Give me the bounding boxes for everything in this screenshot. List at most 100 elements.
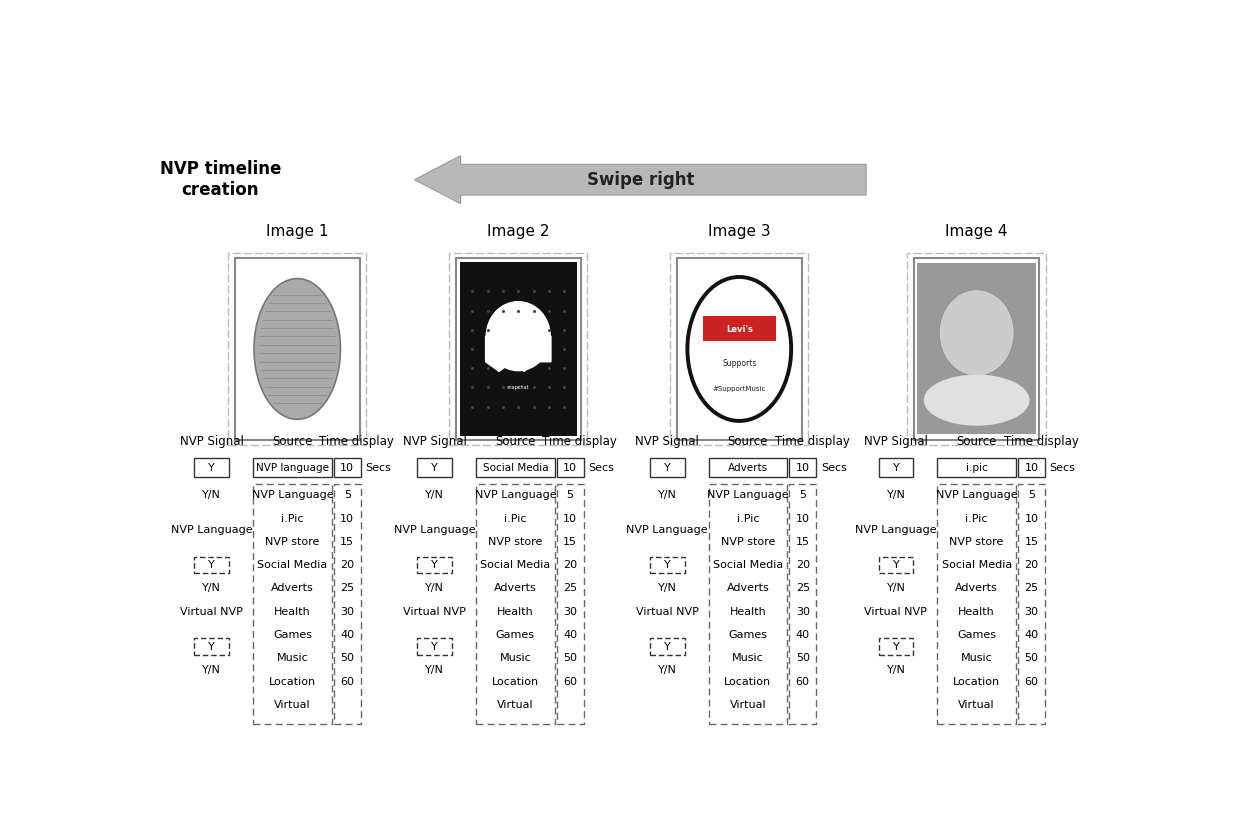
- Text: 60: 60: [563, 676, 577, 686]
- Bar: [789, 484, 816, 724]
- Text: 60: 60: [1024, 676, 1038, 686]
- Text: Games: Games: [957, 630, 996, 640]
- Text: 15: 15: [796, 537, 810, 547]
- Text: 30: 30: [563, 607, 577, 617]
- Text: Music: Music: [500, 653, 531, 663]
- Text: 10: 10: [796, 463, 810, 473]
- Text: Adverts: Adverts: [272, 583, 314, 593]
- Bar: [418, 557, 451, 573]
- Text: Secs: Secs: [1050, 463, 1075, 473]
- Text: Y/N: Y/N: [887, 583, 905, 593]
- Bar: [650, 458, 684, 477]
- Text: 50: 50: [340, 653, 355, 663]
- Text: Supports: Supports: [722, 358, 756, 367]
- Text: Image 3: Image 3: [708, 224, 770, 238]
- Text: 30: 30: [796, 607, 810, 617]
- Text: i.Pic: i.Pic: [737, 514, 759, 524]
- Text: NVP Language: NVP Language: [475, 490, 557, 500]
- Bar: [670, 253, 808, 445]
- FancyArrow shape: [414, 155, 866, 204]
- Bar: [456, 258, 580, 440]
- Text: 25: 25: [563, 583, 577, 593]
- Text: Adverts: Adverts: [728, 463, 768, 473]
- Text: Y/N: Y/N: [202, 665, 221, 675]
- Text: 10: 10: [1024, 463, 1038, 473]
- Text: 15: 15: [1024, 537, 1038, 547]
- Text: Y/N: Y/N: [425, 665, 444, 675]
- Text: snapchat: snapchat: [507, 385, 529, 390]
- Text: 40: 40: [563, 630, 577, 640]
- Text: NVP store: NVP store: [950, 537, 1004, 547]
- Text: Source: Source: [728, 435, 768, 449]
- Text: Location: Location: [954, 676, 1001, 686]
- Text: 10: 10: [340, 514, 355, 524]
- Text: 60: 60: [340, 676, 355, 686]
- Text: Y: Y: [663, 560, 671, 570]
- Text: Source: Source: [956, 435, 997, 449]
- Ellipse shape: [486, 301, 551, 371]
- Text: Y: Y: [432, 463, 438, 473]
- Bar: [703, 316, 776, 342]
- Bar: [476, 484, 554, 724]
- Text: 15: 15: [340, 537, 355, 547]
- Text: NVP Language: NVP Language: [626, 525, 708, 535]
- Text: Levi's: Levi's: [725, 325, 753, 333]
- Text: Location: Location: [724, 676, 771, 686]
- Bar: [937, 458, 1016, 477]
- Text: 30: 30: [1024, 607, 1038, 617]
- Text: 5: 5: [343, 490, 351, 500]
- Text: Source: Source: [495, 435, 536, 449]
- Text: Y/N: Y/N: [657, 665, 677, 675]
- Text: 5: 5: [1028, 490, 1035, 500]
- Bar: [650, 557, 684, 573]
- Text: Time display: Time display: [1003, 435, 1079, 449]
- Bar: [677, 258, 802, 440]
- Text: Music: Music: [961, 653, 992, 663]
- Text: Y/N: Y/N: [425, 490, 444, 500]
- Text: Social Media: Social Media: [482, 463, 548, 473]
- Text: 10: 10: [1024, 514, 1038, 524]
- Bar: [908, 253, 1045, 445]
- Text: NVP Signal: NVP Signal: [403, 435, 466, 449]
- Text: Y: Y: [208, 642, 215, 652]
- Text: Social Media: Social Media: [480, 560, 551, 570]
- Text: Y/N: Y/N: [887, 665, 905, 675]
- Text: Virtual: Virtual: [729, 700, 766, 710]
- Ellipse shape: [939, 290, 1014, 376]
- Text: Health: Health: [729, 607, 766, 617]
- Text: Virtual NVP: Virtual NVP: [636, 607, 698, 617]
- Text: Y: Y: [893, 463, 899, 473]
- Bar: [460, 262, 577, 436]
- Text: 20: 20: [563, 560, 577, 570]
- Text: Games: Games: [728, 630, 768, 640]
- Text: Virtual NVP: Virtual NVP: [403, 607, 466, 617]
- Text: Secs: Secs: [821, 463, 847, 473]
- Text: Y/N: Y/N: [425, 583, 444, 593]
- Text: i.Pic: i.Pic: [505, 514, 527, 524]
- Text: NVP store: NVP store: [489, 537, 543, 547]
- Text: NVP Signal: NVP Signal: [864, 435, 928, 449]
- Text: 25: 25: [340, 583, 355, 593]
- Bar: [1018, 458, 1045, 477]
- Text: #SupportMusic: #SupportMusic: [713, 386, 766, 391]
- Text: Adverts: Adverts: [494, 583, 537, 593]
- Bar: [195, 638, 229, 655]
- Text: 40: 40: [796, 630, 810, 640]
- Text: Virtual: Virtual: [497, 700, 533, 710]
- Text: 50: 50: [796, 653, 810, 663]
- Bar: [449, 253, 588, 445]
- Text: Y: Y: [663, 642, 671, 652]
- Text: 20: 20: [796, 560, 810, 570]
- Text: Y/N: Y/N: [202, 583, 221, 593]
- Text: Virtual: Virtual: [274, 700, 311, 710]
- Bar: [418, 458, 451, 477]
- Text: i.pic: i.pic: [966, 463, 987, 473]
- Text: Y: Y: [432, 642, 438, 652]
- Text: 60: 60: [796, 676, 810, 686]
- Text: Image 1: Image 1: [265, 224, 329, 238]
- Text: Music: Music: [732, 653, 764, 663]
- Text: Secs: Secs: [589, 463, 614, 473]
- Text: 20: 20: [1024, 560, 1038, 570]
- Text: 15: 15: [563, 537, 577, 547]
- Text: Time display: Time display: [320, 435, 394, 449]
